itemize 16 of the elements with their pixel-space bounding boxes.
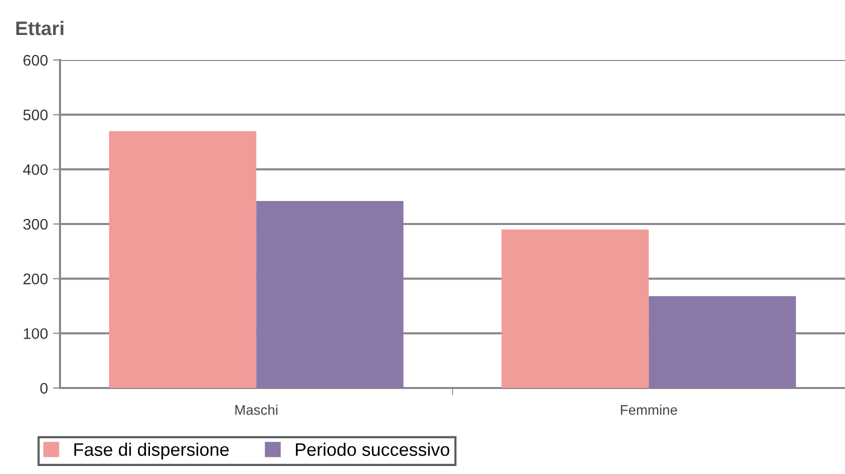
bar [109,131,256,388]
y-tick-label: 0 [40,382,48,394]
y-tick-label: 400 [23,164,48,176]
y-tick-label: 600 [23,54,48,66]
x-tick-label: Femmine [620,404,678,415]
y-axis-title: Ettari [16,20,64,36]
bar [502,229,649,388]
bar [648,296,796,388]
legend-label: Fase di dispersione [74,442,229,460]
y-tick-label: 100 [24,328,48,340]
x-tick-label: Maschi [235,404,278,415]
y-tick-label: 500 [23,110,48,120]
y-tick-label: 200 [23,274,48,284]
bar [256,201,404,388]
y-tick-label: 300 [23,218,48,230]
legend-label: Periodo successivo [296,442,450,456]
